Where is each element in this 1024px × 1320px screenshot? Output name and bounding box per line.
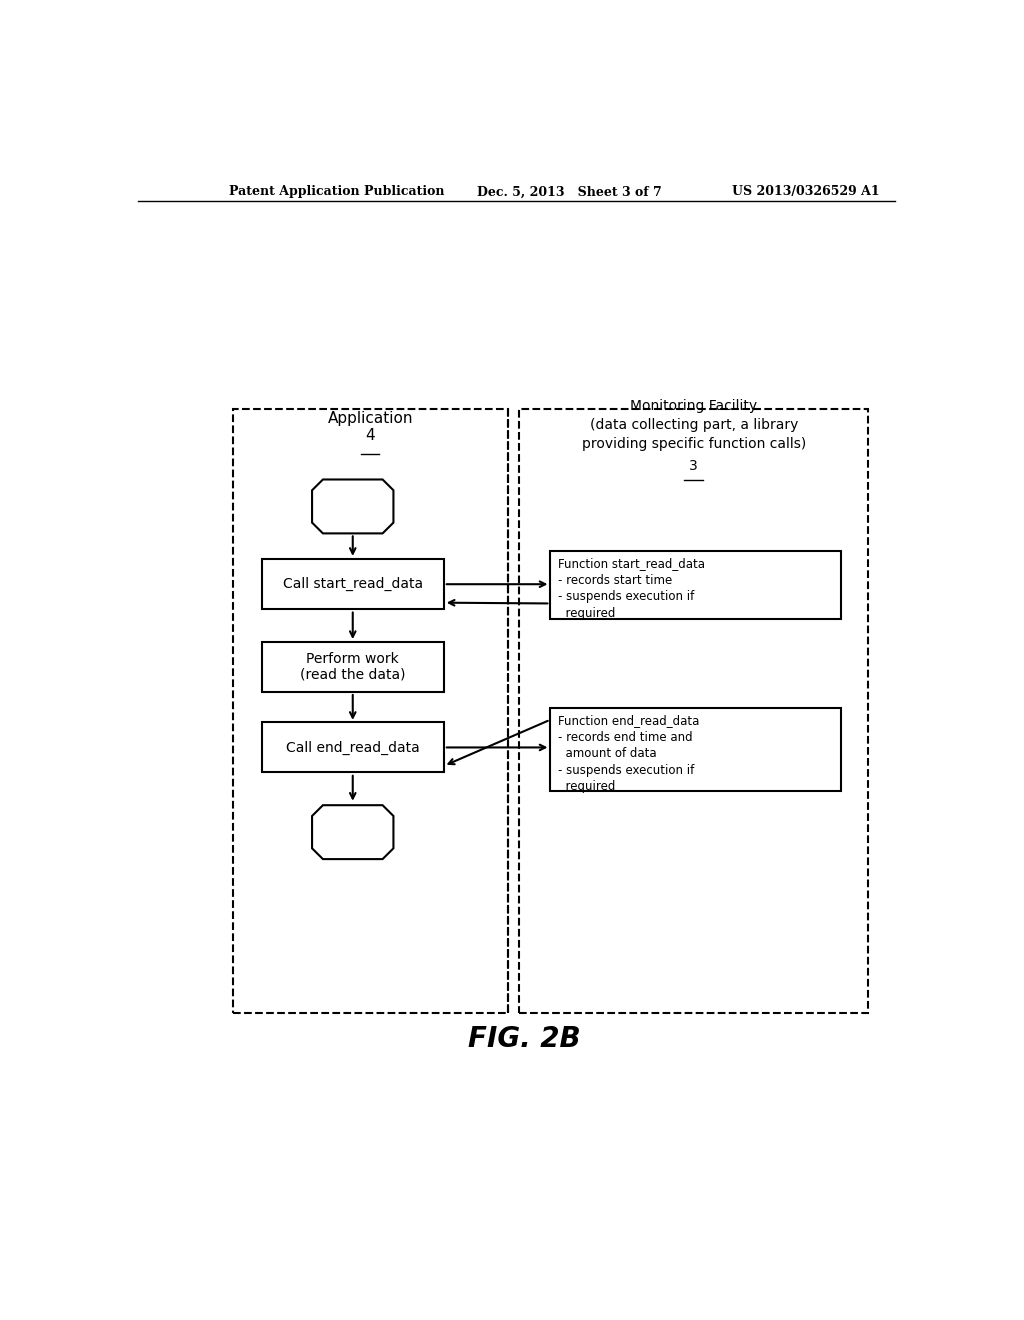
Bar	[262, 642, 443, 692]
Text: Application: Application	[328, 412, 413, 426]
Text: US 2013/0326529 A1: US 2013/0326529 A1	[732, 185, 880, 198]
Text: (data collecting part, a library: (data collecting part, a library	[590, 417, 798, 432]
Bar	[262, 722, 443, 772]
Bar	[550, 552, 841, 619]
Text: FIG. 2B: FIG. 2B	[469, 1026, 581, 1053]
Bar	[519, 409, 868, 1014]
Text: 3: 3	[689, 458, 698, 473]
Bar	[232, 409, 508, 1014]
Text: 4: 4	[366, 428, 375, 444]
Text: Call start_read_data: Call start_read_data	[283, 577, 423, 591]
Polygon shape	[312, 479, 393, 533]
Text: Function end_read_data
- records end time and
  amount of data
- suspends execut: Function end_read_data - records end tim…	[558, 714, 699, 793]
Text: Patent Application Publication: Patent Application Publication	[228, 185, 444, 198]
Text: providing specific function calls): providing specific function calls)	[582, 437, 806, 451]
Bar	[262, 560, 443, 610]
Text: Dec. 5, 2013   Sheet 3 of 7: Dec. 5, 2013 Sheet 3 of 7	[477, 185, 662, 198]
Text: Call end_read_data: Call end_read_data	[286, 741, 420, 755]
Bar	[550, 708, 841, 792]
Text: Function start_read_data
- records start time
- suspends execution if
  required: Function start_read_data - records start…	[558, 557, 706, 620]
Text: Monitoring Facility: Monitoring Facility	[630, 399, 758, 413]
Polygon shape	[312, 805, 393, 859]
Text: Perform work
(read the data): Perform work (read the data)	[300, 652, 406, 681]
